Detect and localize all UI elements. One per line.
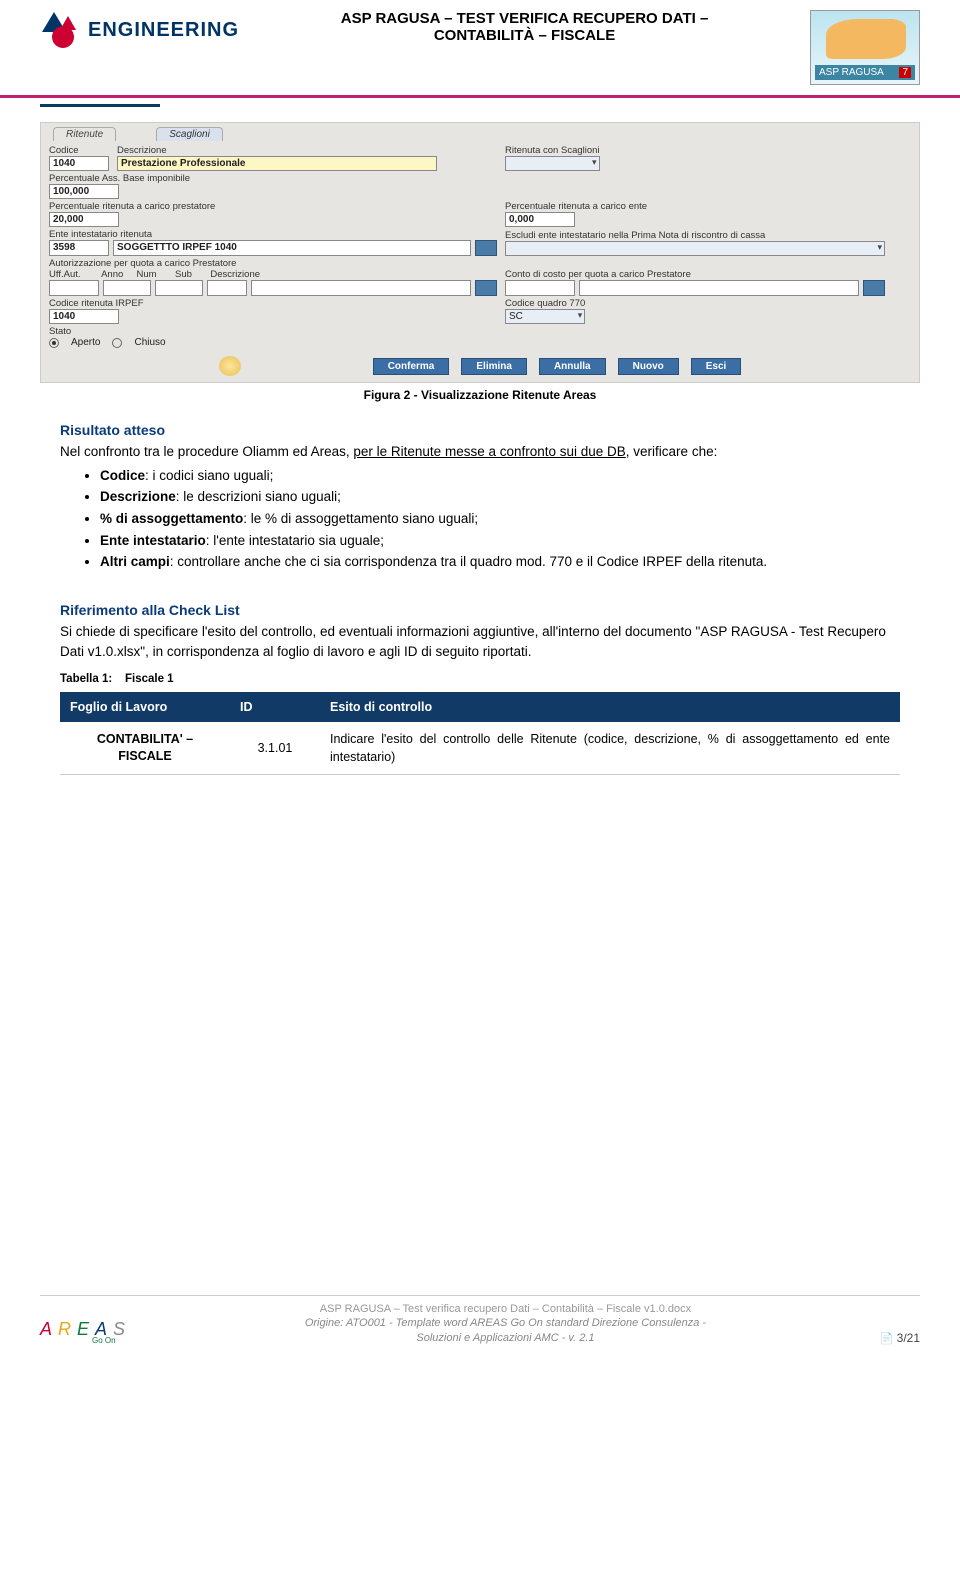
ritenuta-scaglioni-select[interactable] bbox=[505, 156, 600, 171]
table-label: Tabella 1: Fiscale 1 bbox=[60, 671, 900, 688]
perc-prestatore-label: Percentuale ritenuta a carico prestatore bbox=[49, 201, 289, 212]
perc-base-label: Percentuale Ass. Base imponibile bbox=[49, 173, 229, 184]
ente-intestatario-label: Ente intestatario ritenuta bbox=[49, 229, 497, 240]
conto-cod-input[interactable] bbox=[505, 280, 575, 296]
escludi-label: Escludi ente intestatario nella Prima No… bbox=[505, 230, 885, 241]
stato-label: Stato bbox=[49, 326, 911, 337]
list-item: Codice: i codici siano uguali; bbox=[100, 466, 900, 486]
conferma-button[interactable]: Conferma bbox=[373, 358, 450, 375]
perc-prestatore-input[interactable]: 20,000 bbox=[49, 212, 119, 227]
tab-bar: Ritenute Scaglioni bbox=[43, 125, 917, 141]
control-table: Foglio di Lavoro ID Esito di controllo C… bbox=[60, 692, 900, 775]
stato-aperto-label: Aperto bbox=[71, 337, 100, 348]
engineering-logo: ENGINEERING bbox=[40, 10, 239, 50]
app-screenshot: Ritenute Scaglioni Codice1040 Descrizion… bbox=[40, 122, 920, 383]
nuovo-button[interactable]: Nuovo bbox=[618, 358, 679, 375]
list-item: Ente intestatario: l'ente intestatario s… bbox=[100, 531, 900, 551]
uffaut-input[interactable] bbox=[49, 280, 99, 296]
sub-input[interactable] bbox=[207, 280, 247, 296]
page-number: 3/21 bbox=[880, 1331, 920, 1345]
help-icon[interactable] bbox=[219, 356, 241, 376]
engineering-logo-text: ENGINEERING bbox=[88, 19, 239, 42]
risultato-paragraph: Nel confronto tra le procedure Oliamm ed… bbox=[60, 442, 900, 462]
ente-cod-input[interactable]: 3598 bbox=[49, 240, 109, 256]
autorizzazione-cols: Uff.Aut. Anno Num Sub Descrizione bbox=[49, 269, 497, 280]
codice-770-select[interactable]: SC bbox=[505, 309, 585, 324]
ritenuta-scaglioni-label: Ritenuta con Scaglioni bbox=[505, 145, 600, 156]
elimina-button[interactable]: Elimina bbox=[461, 358, 527, 375]
escludi-select[interactable] bbox=[505, 241, 885, 256]
stato-chiuso-radio[interactable] bbox=[112, 338, 122, 348]
conto-desc-input[interactable] bbox=[579, 280, 859, 296]
cell-id: 3.1.01 bbox=[230, 722, 320, 775]
list-item: Descrizione: le descrizioni siano uguali… bbox=[100, 487, 900, 507]
action-bar: Conferma Elimina Annulla Nuovo Esci bbox=[43, 352, 917, 380]
page-header: ENGINEERING ASP RAGUSA – TEST VERIFICA R… bbox=[0, 0, 960, 85]
perc-base-input[interactable]: 100,000 bbox=[49, 184, 119, 199]
risultato-heading: Risultato atteso bbox=[60, 420, 900, 440]
tab-ritenute[interactable]: Ritenute bbox=[53, 127, 116, 141]
form-area: Codice1040 DescrizionePrestazione Profes… bbox=[43, 141, 917, 352]
stato-chiuso-label: Chiuso bbox=[134, 337, 165, 348]
th-foglio: Foglio di Lavoro bbox=[60, 692, 230, 722]
th-esito: Esito di controllo bbox=[320, 692, 900, 722]
codice-input[interactable]: 1040 bbox=[49, 156, 109, 171]
asp-ragusa-logo: ASP RAGUSA 7 bbox=[810, 10, 920, 85]
list-item: Altri campi: controllare anche che ci si… bbox=[100, 552, 900, 572]
num-input[interactable] bbox=[155, 280, 203, 296]
footer-text: ASP RAGUSA – Test verifica recupero Dati… bbox=[131, 1302, 880, 1345]
conto-lookup-button[interactable] bbox=[863, 280, 885, 296]
bullet-list: Codice: i codici siano uguali; Descrizio… bbox=[60, 466, 900, 572]
riferimento-heading: Riferimento alla Check List bbox=[60, 600, 900, 620]
descrizione-input[interactable]: Prestazione Professionale bbox=[117, 156, 437, 171]
cell-foglio: CONTABILITA' –FISCALE bbox=[60, 722, 230, 775]
perc-ente-input[interactable]: 0,000 bbox=[505, 212, 575, 227]
tab-scaglioni[interactable]: Scaglioni bbox=[156, 127, 223, 141]
ente-desc-input[interactable]: SOGGETTTO IRPEF 1040 bbox=[113, 240, 471, 256]
list-item: % di assoggettamento: le % di assoggetta… bbox=[100, 509, 900, 529]
figure-caption: Figura 2 - Visualizzazione Ritenute Area… bbox=[0, 388, 960, 402]
document-title: ASP RAGUSA – TEST VERIFICA RECUPERO DATI… bbox=[239, 10, 810, 44]
codice-irpef-label: Codice ritenuta IRPEF bbox=[49, 298, 229, 309]
cell-esito: Indicare l'esito del controllo delle Rit… bbox=[320, 722, 900, 775]
anno-input[interactable] bbox=[103, 280, 151, 296]
annulla-button[interactable]: Annulla bbox=[539, 358, 606, 375]
magenta-divider bbox=[0, 95, 960, 98]
engineering-logo-icon bbox=[40, 10, 80, 50]
riferimento-paragraph: Si chiede di specificare l'esito del con… bbox=[60, 622, 900, 661]
conto-costo-label: Conto di costo per quota a carico Presta… bbox=[505, 269, 885, 280]
stato-aperto-radio[interactable] bbox=[49, 338, 59, 348]
ente-lookup-button[interactable] bbox=[475, 240, 497, 256]
title-line-1: ASP RAGUSA – TEST VERIFICA RECUPERO DATI… bbox=[259, 10, 790, 27]
table-row: CONTABILITA' –FISCALE 3.1.01 Indicare l'… bbox=[60, 722, 900, 775]
autoriz-desc-input[interactable] bbox=[251, 280, 471, 296]
codice-irpef-input[interactable]: 1040 bbox=[49, 309, 119, 324]
esci-button[interactable]: Esci bbox=[691, 358, 742, 375]
autoriz-lookup-button[interactable] bbox=[475, 280, 497, 296]
descrizione-label: Descrizione bbox=[117, 145, 437, 156]
perc-ente-label: Percentuale ritenuta a carico ente bbox=[505, 201, 745, 212]
codice-label: Codice bbox=[49, 145, 109, 156]
navy-stub bbox=[40, 104, 160, 107]
th-id: ID bbox=[230, 692, 320, 722]
page-footer: AREAS Go On ASP RAGUSA – Test verifica r… bbox=[0, 1295, 960, 1365]
codice-770-label: Codice quadro 770 bbox=[505, 298, 585, 309]
autorizzazione-label: Autorizzazione per quota a carico Presta… bbox=[49, 258, 497, 269]
document-content: Risultato atteso Nel confronto tra le pr… bbox=[0, 420, 960, 775]
title-line-2: CONTABILITÀ – FISCALE bbox=[259, 27, 790, 44]
areas-logo: AREAS Go On bbox=[40, 1319, 131, 1345]
